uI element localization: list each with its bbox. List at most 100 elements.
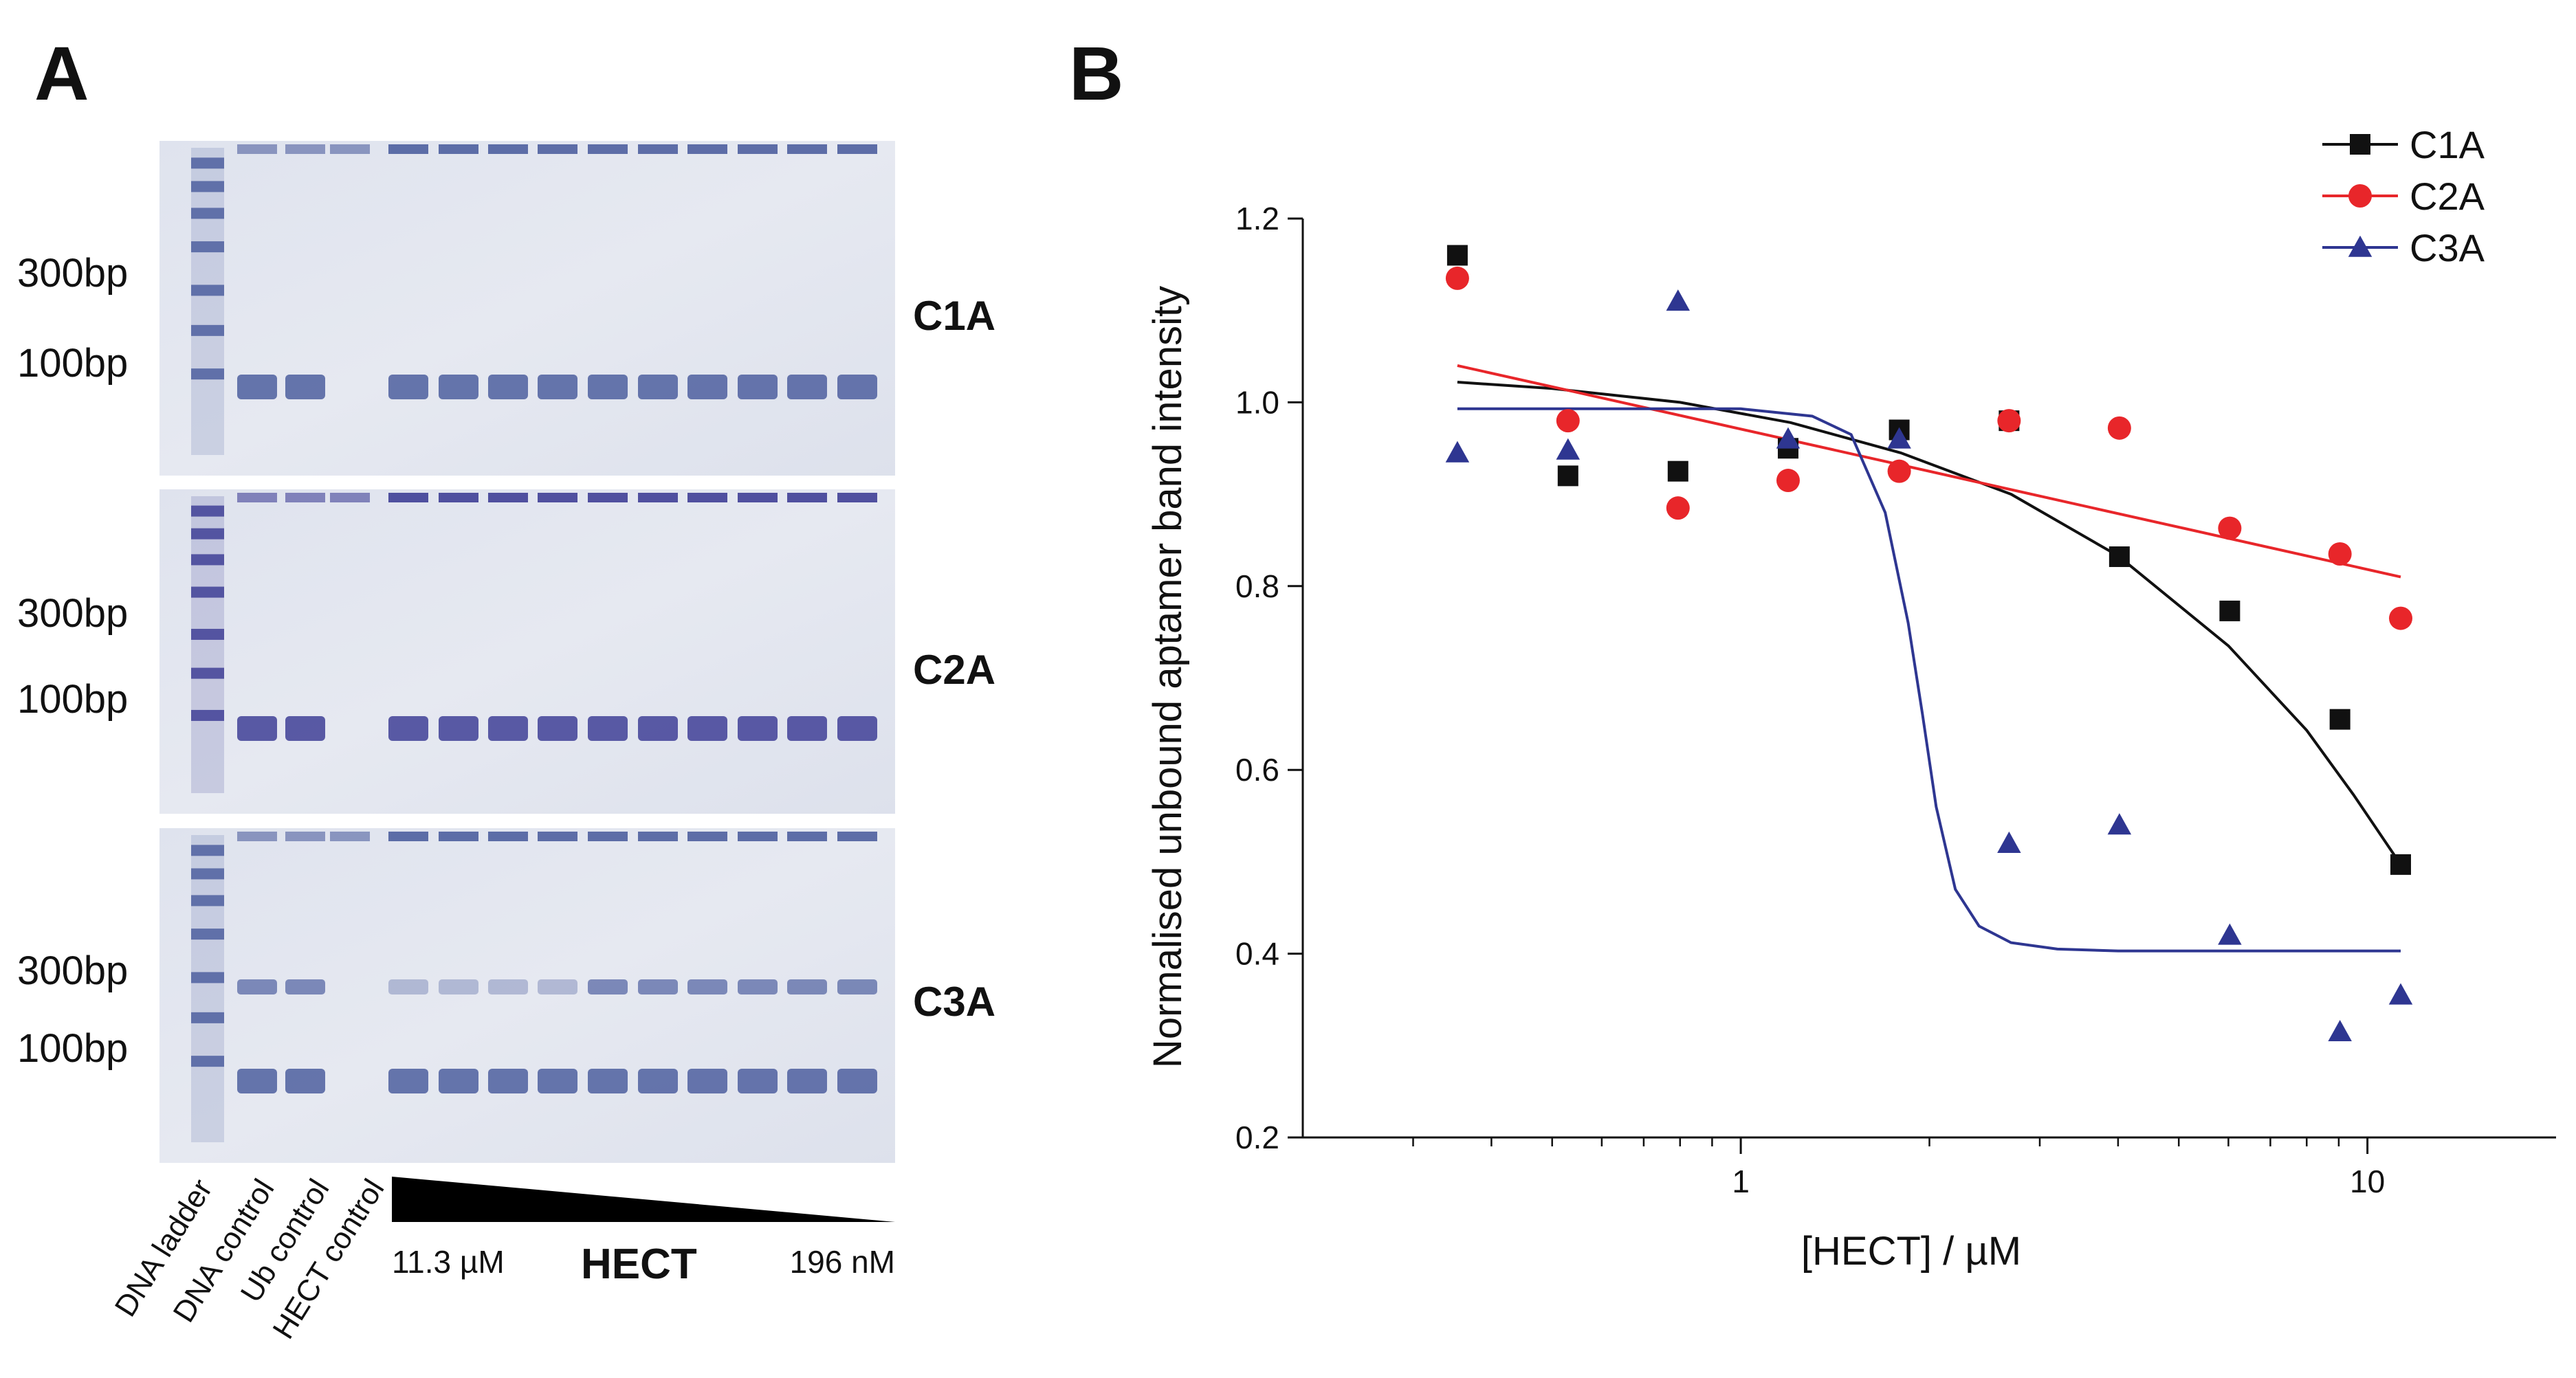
lane-band-2	[285, 375, 325, 399]
ladder-band-0	[191, 845, 224, 856]
x-tick-label-0: 1	[1732, 1164, 1750, 1199]
lane-band-upper-6	[488, 979, 528, 994]
well-10	[687, 144, 727, 154]
well-4	[388, 832, 428, 841]
ladder-band-1	[191, 528, 224, 540]
ladder-band-5	[191, 324, 224, 336]
fit-curves	[1457, 364, 2402, 953]
gel-c2a-label-300bp: 300bp	[17, 591, 128, 636]
well-9	[638, 493, 678, 502]
lane-band-4	[388, 716, 428, 741]
legend-marker-c3a	[2348, 235, 2373, 257]
lane-band-12	[787, 375, 827, 399]
well-2	[285, 144, 325, 154]
lane-band-upper-4	[388, 979, 428, 994]
well-6	[488, 493, 528, 502]
point-c2a-6	[2107, 416, 2131, 440]
lane-band-4	[388, 1069, 428, 1093]
lane-band-upper-10	[687, 979, 727, 994]
well-5	[439, 493, 478, 502]
lane-band-2	[285, 1069, 325, 1093]
point-c1a-2	[1667, 460, 1688, 482]
ladder-smear	[191, 148, 224, 455]
lane-band-upper-9	[638, 979, 678, 994]
lane-band-7	[538, 375, 577, 399]
ladder-band-0	[191, 505, 224, 517]
point-c2a-4	[1887, 459, 1911, 483]
gel-c3a-lanes	[191, 832, 877, 1142]
lane-band-10	[687, 1069, 727, 1093]
well-9	[638, 832, 678, 841]
lane-band-upper-11	[738, 979, 778, 994]
lane-band-1	[237, 1069, 277, 1093]
gel-c3a: 300bp 100bp C3A	[17, 828, 995, 1163]
lane-band-13	[837, 716, 877, 741]
point-c3a-8	[2328, 1019, 2352, 1042]
point-c3a-5	[1997, 831, 2021, 853]
ladder-band-0	[191, 157, 224, 169]
ladder-band-2	[191, 895, 224, 907]
ladder-smear	[191, 835, 224, 1142]
ladder-band-2	[191, 208, 224, 219]
well-9	[638, 144, 678, 154]
lane-band-7	[538, 1069, 577, 1093]
fit-line-c1a	[1457, 381, 2402, 866]
gel-c1a-lanes	[191, 144, 877, 455]
gradient-title: HECT	[581, 1241, 697, 1288]
well-11	[738, 144, 778, 154]
lane-band-9	[638, 375, 678, 399]
y-tick-label-3: 0.8	[1235, 568, 1279, 604]
lane-band-9	[638, 716, 678, 741]
legend: C1A C2A C3A	[2322, 123, 2485, 269]
lane-band-12	[787, 716, 827, 741]
lane-band-13	[837, 375, 877, 399]
well-6	[488, 144, 528, 154]
well-11	[738, 832, 778, 841]
ladder-band-4	[191, 972, 224, 984]
lane-band-6	[488, 1069, 528, 1093]
point-c1a-0	[1446, 245, 1468, 266]
well-3	[330, 493, 370, 502]
ladder-band-1	[191, 868, 224, 880]
data-points	[1445, 245, 2413, 1042]
well-7	[538, 493, 577, 502]
panel-a-letter: A	[34, 32, 89, 116]
lane-band-upper-12	[787, 979, 827, 994]
lane-band-upper-1	[237, 979, 277, 994]
gel-c2a: 300bp 100bp C2A	[17, 489, 995, 814]
point-c3a-6	[2107, 813, 2132, 835]
well-7	[538, 832, 577, 841]
lane-band-2	[285, 716, 325, 741]
y-ticks: 0.2 0.4 0.6 0.8 1.0 1.2	[1235, 201, 1303, 1155]
point-c2a-1	[1556, 409, 1580, 433]
gel-c1a-label-100bp: 100bp	[17, 341, 128, 386]
point-c3a-2	[1666, 289, 1691, 311]
point-c1a-1	[1557, 465, 1578, 487]
gel-c3a-name: C3A	[913, 979, 995, 1025]
fit-line-c2a	[1457, 364, 2401, 579]
y-axis-title: Normalised unbound aptamer band intensit…	[1145, 286, 1190, 1068]
point-c3a-4	[1887, 427, 1911, 449]
legend-label-c2a: C2A	[2410, 175, 2485, 218]
point-c3a-7	[2218, 923, 2242, 945]
lane-band-upper-7	[538, 979, 577, 994]
point-c2a-2	[1666, 496, 1690, 520]
lane-band-6	[488, 716, 528, 741]
gel-c1a-background	[159, 141, 895, 476]
lane-band-7	[538, 716, 577, 741]
legend-marker-c2a	[2348, 184, 2372, 208]
lane-band-12	[787, 1069, 827, 1093]
y-tick-label-2: 0.6	[1235, 752, 1279, 788]
lane-band-10	[687, 716, 727, 741]
point-c2a-9	[2388, 606, 2412, 630]
panel-b-letter: B	[1069, 32, 1123, 116]
gel-c3a-label-300bp: 300bp	[17, 948, 128, 993]
gel-c1a-label-300bp: 300bp	[17, 251, 128, 296]
ladder-band-5	[191, 1012, 224, 1023]
gel-c2a-lanes	[191, 493, 877, 793]
well-1	[237, 493, 277, 502]
ladder-smear	[191, 496, 224, 793]
well-8	[588, 493, 628, 502]
legend-label-c3a: C3A	[2410, 226, 2485, 269]
lane-band-4	[388, 375, 428, 399]
